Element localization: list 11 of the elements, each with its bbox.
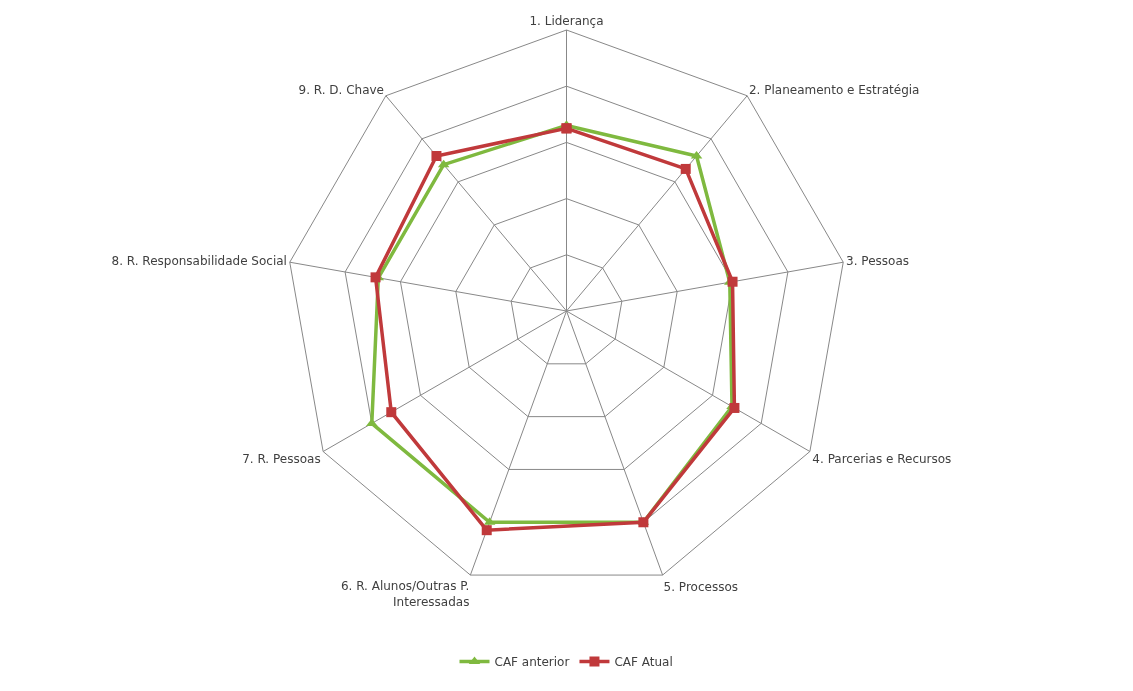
spoke-label: 1. Liderança [529, 13, 604, 28]
legend-label: CAF Atual [614, 655, 673, 670]
spoke-label: 6. R. Alunos/Outras P. Interessadas [340, 579, 470, 609]
spoke-label: 5. Processos [663, 579, 738, 594]
spoke-label: 3. Pessoas [846, 254, 909, 269]
spoke-label: 7. R. Pessoas [242, 451, 321, 466]
spoke-label: 4. Parcerias e Recursos [812, 451, 952, 466]
spoke-label: 9. R. D. Chave [298, 83, 385, 98]
spoke-label: 2. Planeamento e Estratégia [748, 83, 920, 98]
spoke-label: 8. R. Responsabilidade Social [111, 254, 287, 269]
legend-label: CAF anterior [494, 655, 570, 670]
